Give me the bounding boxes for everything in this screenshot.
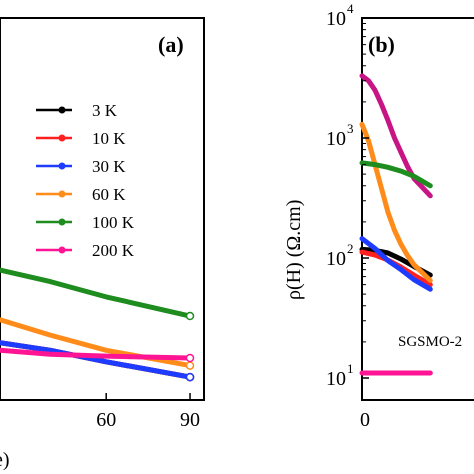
panel-a-series-end-marker-2: [185, 372, 195, 382]
panel-a-x-tick-label-0: 60: [96, 409, 116, 431]
panel-b-y-tick-exponent-0: 1: [347, 361, 354, 376]
panel-b-annotation: SGSMO-2: [398, 334, 462, 350]
panel-b-y-tick-exponent-1: 2: [347, 241, 354, 256]
panel-b-y-tick-label-0: 10: [326, 368, 346, 390]
panel-a-frame: [0, 17, 205, 401]
legend-marker-1: [58, 134, 66, 142]
panel-a-label: (a): [158, 32, 184, 57]
panel-a-x-tick-label-1: 90: [180, 409, 200, 431]
legend-marker-4: [58, 218, 66, 226]
panel-b-y-axis-label: ρ(H) (Ω.cm): [283, 200, 305, 300]
legend-label-4: 100 K: [92, 213, 135, 232]
panel-b-y-tick-exponent-2: 3: [347, 121, 354, 136]
legend-label-5: 200 K: [92, 241, 135, 260]
legend-marker-2: [58, 162, 66, 170]
panel-b-label: (b): [368, 32, 395, 57]
panel-b-y-tick-exponent-3: 4: [347, 1, 354, 16]
legend-label-0: 3 K: [92, 101, 118, 120]
legend-label-3: 60 K: [92, 185, 126, 204]
legend-marker-5: [58, 246, 66, 254]
panel-a-legend: 3 K 10 K 30 K 60 K 100 K 200 K: [36, 101, 135, 260]
panel-a-series-end-marker-5: [185, 353, 195, 363]
panel-b-series-line-5: [359, 160, 433, 189]
panel-a-series-end-marker-3: [185, 361, 195, 370]
legend-label-2: 30 K: [92, 157, 126, 176]
panel-b-series-line-3: [359, 121, 433, 283]
panel-a-x-ticks: 60 90: [96, 393, 200, 431]
panel-a-x-axis-label: e): [0, 449, 10, 471]
legend-marker-0: [58, 106, 66, 114]
panel-b-series-line-2: [359, 236, 433, 292]
panel-b-y-tick-label-2: 10: [326, 128, 346, 150]
panel-b-x-tick-label-0: 0: [360, 409, 370, 431]
panel-b-x-ticks: 0: [360, 409, 370, 431]
panel-b-y-tick-label-3: 10: [326, 8, 346, 30]
panel-a: 60 90 (a) 3 K 10 K 30 K 60 K 100 K 200 K e): [0, 17, 205, 471]
panel-b-y-tick-label-1: 10: [326, 248, 346, 270]
panel-a-series-line-5: [0, 347, 193, 361]
panel-b-series-group: [359, 73, 433, 376]
panel-a-series-group: [0, 267, 195, 382]
panel-a-series-line-4: [0, 267, 193, 319]
panel-b-frame: [361, 17, 474, 401]
panel-a-series-end-marker-4: [185, 311, 195, 321]
legend-marker-3: [58, 190, 66, 198]
legend-label-1: 10 K: [92, 129, 126, 148]
